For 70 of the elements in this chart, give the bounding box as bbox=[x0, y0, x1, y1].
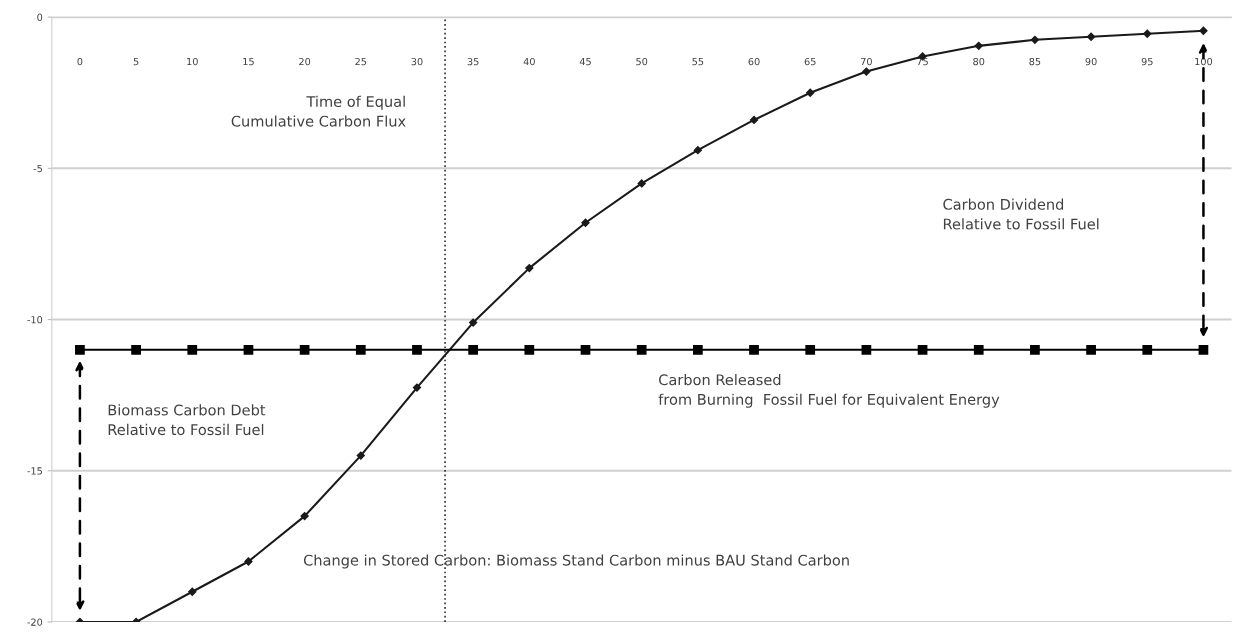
point bbox=[525, 263, 534, 273]
point bbox=[412, 344, 422, 355]
x-tick-label: 50 bbox=[636, 57, 648, 66]
annotation: Carbon Dividend Relative to Fossil Fuel bbox=[943, 198, 1099, 230]
point bbox=[300, 511, 309, 521]
point bbox=[581, 218, 590, 227]
annotation: Biomass Carbon Debt Relative to Fossil Fuel bbox=[108, 404, 266, 436]
point bbox=[580, 344, 591, 355]
point bbox=[1086, 344, 1096, 355]
x-tick-label: 0 bbox=[77, 57, 83, 66]
point bbox=[637, 179, 646, 188]
y-tick-label: -15 bbox=[27, 467, 42, 475]
x-tick-label: 15 bbox=[243, 58, 254, 66]
point bbox=[749, 344, 759, 355]
point bbox=[469, 318, 478, 327]
point bbox=[355, 344, 366, 355]
point bbox=[693, 146, 702, 155]
point bbox=[692, 344, 703, 355]
point bbox=[468, 344, 479, 355]
point bbox=[862, 67, 871, 76]
point bbox=[917, 344, 928, 355]
x-tick-label: 60 bbox=[748, 57, 760, 66]
point bbox=[1030, 35, 1040, 44]
x-tick-label: 35 bbox=[467, 57, 479, 66]
point bbox=[973, 344, 984, 355]
x-tick-label: 85 bbox=[1029, 57, 1041, 66]
series-label: Carbon Released from Burning Fossil Fuel for Equivalent Energy bbox=[658, 373, 1000, 408]
y-tick-label: -10 bbox=[27, 316, 43, 324]
point bbox=[1143, 29, 1152, 38]
x-tick-label: 5 bbox=[133, 58, 139, 66]
x-tick-label: 10 bbox=[187, 57, 198, 66]
y-tick-label: -5 bbox=[33, 164, 42, 173]
point bbox=[1030, 344, 1040, 355]
point bbox=[75, 344, 85, 355]
y-tick-label: -20 bbox=[27, 618, 43, 626]
x-tick-label: 75 bbox=[917, 58, 928, 66]
point bbox=[299, 344, 310, 355]
point bbox=[1199, 26, 1208, 35]
x-tick-label: 25 bbox=[355, 57, 367, 66]
x-tick-label: 90 bbox=[1085, 57, 1097, 66]
x-tick-label: 95 bbox=[1141, 57, 1153, 66]
point bbox=[243, 344, 254, 355]
point bbox=[974, 41, 983, 50]
point bbox=[1142, 344, 1153, 355]
point bbox=[805, 344, 816, 355]
x-tick-label: 20 bbox=[299, 57, 311, 66]
point bbox=[1086, 32, 1096, 41]
point bbox=[187, 344, 198, 355]
point bbox=[1198, 344, 1209, 355]
point bbox=[188, 587, 197, 596]
text: Change in Stored Carbon: Biomass Stand Carbon minus BAU Stand Carbon bbox=[303, 554, 849, 569]
x-tick-label: 55 bbox=[692, 58, 704, 66]
x-tick-label: 65 bbox=[804, 57, 816, 66]
x-tick-label: 100 bbox=[1195, 57, 1213, 66]
point bbox=[636, 344, 647, 355]
x-tick-label: 30 bbox=[411, 57, 423, 66]
point bbox=[806, 88, 815, 97]
ref-line-label: Time of Equal Cumulative Carbon Flux bbox=[231, 95, 406, 127]
point bbox=[524, 344, 535, 355]
point bbox=[749, 115, 759, 125]
x-tick-label: 70 bbox=[861, 57, 872, 66]
x-tick-label: 45 bbox=[579, 58, 591, 66]
point bbox=[412, 383, 422, 392]
point bbox=[131, 344, 141, 355]
y-tick-label: 0 bbox=[37, 13, 43, 21]
x-tick-label: 40 bbox=[523, 57, 535, 66]
x-tick-label: 80 bbox=[973, 57, 985, 66]
point bbox=[356, 451, 365, 460]
point bbox=[244, 557, 253, 566]
point bbox=[861, 344, 872, 355]
